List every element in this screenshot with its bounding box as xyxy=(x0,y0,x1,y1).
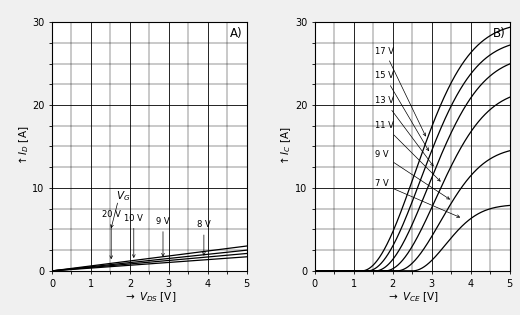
Text: B): B) xyxy=(493,27,506,40)
Text: A): A) xyxy=(230,27,243,40)
Text: 15 V: 15 V xyxy=(375,72,428,151)
Text: 8 V: 8 V xyxy=(197,220,211,255)
Text: 7 V: 7 V xyxy=(375,179,460,217)
Y-axis label: $\uparrow$$I_D$ [A]: $\uparrow$$I_D$ [A] xyxy=(17,126,31,167)
Text: 13 V: 13 V xyxy=(375,96,433,166)
Text: 9 V: 9 V xyxy=(156,217,170,256)
X-axis label: $\rightarrow$ $V_{CE}$ [V]: $\rightarrow$ $V_{CE}$ [V] xyxy=(386,290,439,304)
Text: 9 V: 9 V xyxy=(375,150,450,199)
Text: $V_G$: $V_G$ xyxy=(116,189,131,203)
X-axis label: $\rightarrow$ $V_{DS}$ [V]: $\rightarrow$ $V_{DS}$ [V] xyxy=(123,290,176,304)
Text: 17 V: 17 V xyxy=(375,47,425,136)
Y-axis label: $\uparrow$$I_C$ [A]: $\uparrow$$I_C$ [A] xyxy=(280,126,293,167)
Text: 10 V: 10 V xyxy=(124,214,143,257)
Text: 20 V: 20 V xyxy=(102,210,121,259)
Text: 11 V: 11 V xyxy=(375,121,440,181)
